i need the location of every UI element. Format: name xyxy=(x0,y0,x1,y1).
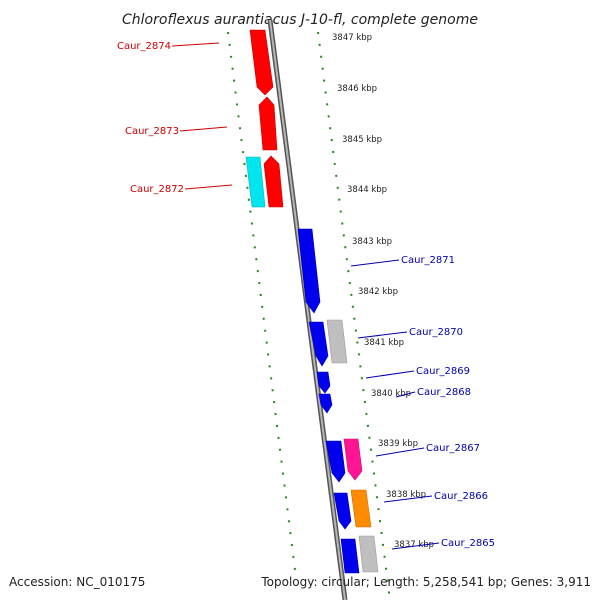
gene-caur-2874[interactable] xyxy=(249,29,274,96)
gene-label-caur-2868[interactable]: Caur_2868 xyxy=(417,387,471,398)
right-ruler xyxy=(317,31,391,600)
gene-label-caur-2867[interactable]: Caur_2867 xyxy=(426,443,480,454)
gene-caur-2868[interactable] xyxy=(318,393,333,414)
accession-text: Accession: NC_010175 xyxy=(9,575,145,589)
scale-label: 3842 kbp xyxy=(358,287,398,297)
scale-label: 3838 kbp xyxy=(386,490,426,500)
gene-label-caur-2871[interactable]: Caur_2871 xyxy=(401,255,455,266)
gene-caur-2870[interactable] xyxy=(308,321,329,367)
genome-summary-text: Topology: circular; Length: 5,258,541 bp… xyxy=(260,575,591,589)
gene-gray-2870[interactable] xyxy=(326,319,348,364)
gene-caur-2865[interactable] xyxy=(340,538,360,574)
gene-caur-2869[interactable] xyxy=(316,371,331,394)
gene-label-caur-2866[interactable]: Caur_2866 xyxy=(434,491,488,502)
gene-label-caur-2865[interactable]: Caur_2865 xyxy=(441,538,495,549)
gene-caur-2872[interactable] xyxy=(263,155,284,208)
scale-label: 3837 kbp xyxy=(394,540,434,550)
gene-pink[interactable] xyxy=(343,438,363,481)
scale-label: 3843 kbp xyxy=(352,237,392,247)
map-title: Chloroflexus aurantiacus J-10-fl, comple… xyxy=(122,12,478,28)
scale-label: 3840 kbp xyxy=(371,389,411,399)
scale-label: 3845 kbp xyxy=(342,135,382,145)
gene-label-caur-2869[interactable]: Caur_2869 xyxy=(416,366,470,377)
scale-labels: 3847 kbp 3846 kbp 3845 kbp 3844 kbp 3843… xyxy=(332,33,434,550)
gene-cyan[interactable] xyxy=(245,156,266,208)
gene-caur-2866[interactable] xyxy=(333,492,352,530)
scale-label: 3846 kbp xyxy=(337,84,377,94)
gene-label-caur-2873[interactable]: Caur_2873 xyxy=(125,126,179,137)
scale-label: 3847 kbp xyxy=(332,33,372,43)
genome-axis xyxy=(267,19,348,600)
gene-orange[interactable] xyxy=(350,489,372,528)
gene-caur-2873[interactable] xyxy=(258,96,278,151)
gene-label-caur-2870[interactable]: Caur_2870 xyxy=(409,327,463,338)
gene-label-caur-2872[interactable]: Caur_2872 xyxy=(130,184,184,195)
scale-label: 3844 kbp xyxy=(347,185,387,195)
left-gene-labels: Caur_2874 Caur_2873 Caur_2872 xyxy=(117,41,233,195)
gene-label-caur-2874[interactable]: Caur_2874 xyxy=(117,41,171,52)
scale-label: 3839 kbp xyxy=(378,439,418,449)
right-gene-labels: Caur_2871 Caur_2870 Caur_2869 Caur_2868 … xyxy=(350,255,495,550)
gene-caur-2871[interactable] xyxy=(297,228,321,314)
gene-gray-2865[interactable] xyxy=(358,535,379,573)
scale-label: 3841 kbp xyxy=(364,338,404,348)
gene-caur-2867[interactable] xyxy=(325,440,346,483)
